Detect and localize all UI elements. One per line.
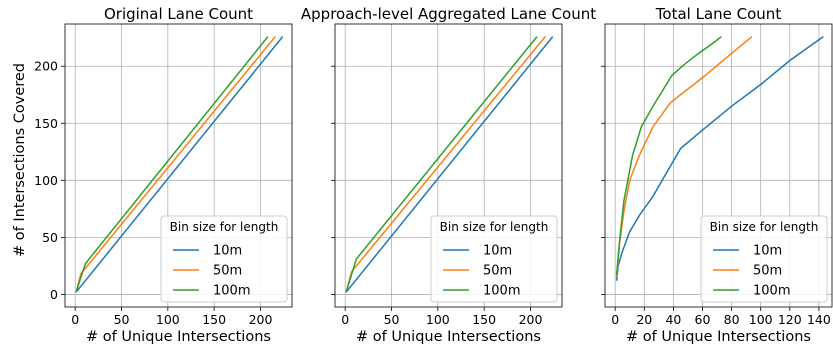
legend-label-10m: 10m: [753, 244, 782, 259]
x-tick-label: 0: [341, 312, 349, 327]
legend-label-50m: 50m: [753, 264, 782, 279]
legend: Bin size for length 10m 50m 100m: [160, 215, 288, 303]
panel-title: Original Lane Count: [104, 5, 253, 23]
x-tick-label: 40: [665, 312, 681, 327]
y-tick-label: 150: [34, 116, 58, 131]
series-line-100m: [75, 36, 269, 293]
axes-frame: [604, 23, 833, 308]
chart-panel-3: 0 20 40 60 80 100 120 140 Total Lane Count # of U…: [601, 5, 833, 344]
x-tick-label: 60: [695, 312, 711, 327]
series-line-100m: [615, 36, 722, 276]
x-axis-label: # of Unique Intersections: [626, 329, 811, 344]
x-axis-label: # of Unique Intersections: [356, 329, 541, 344]
chart-panel-1: 0 50 100 150 200 0 50 100 150 200 Original Lane Co…: [34, 5, 293, 344]
legend-title: Bin size for length: [440, 220, 549, 234]
legend-label-100m: 100m: [213, 284, 250, 299]
y-axis-label: # of Intersections Covered: [12, 63, 28, 257]
x-tick-label: 100: [156, 312, 180, 327]
legend: Bin size for length 10m 50m 100m: [430, 215, 558, 303]
series-line-10m: [75, 36, 284, 293]
legend-label-100m: 100m: [483, 284, 520, 299]
y-tick-label: 0: [50, 287, 58, 302]
x-axis-label: # of Unique Intersections: [86, 329, 271, 344]
series-line-10m: [615, 35, 824, 281]
y-tick-label: 100: [34, 173, 58, 188]
legend-label-50m: 50m: [483, 264, 512, 279]
x-tick-label: 150: [472, 312, 496, 327]
series-line-10m: [345, 36, 554, 293]
x-tick-label: 150: [202, 312, 226, 327]
legend-label-50m: 50m: [213, 264, 242, 279]
panel-title: Approach-level Aggregated Lane Count: [301, 5, 596, 23]
x-tick-label: 50: [114, 312, 130, 327]
x-tick-label: 100: [749, 312, 773, 327]
x-tick-label: 80: [724, 312, 740, 327]
x-tick-label: 50: [384, 312, 400, 327]
x-tick-label: 100: [426, 312, 450, 327]
legend-title: Bin size for length: [170, 220, 279, 234]
legend-title: Bin size for length: [710, 220, 819, 234]
chart-panel-2: 0 50 100 150 200 Approach-level Aggregated La…: [301, 5, 596, 344]
legend: Bin size for length 10m 50m 100m: [700, 215, 828, 303]
x-tick-label: 200: [249, 312, 273, 327]
x-tick-label: 0: [611, 312, 619, 327]
y-tick-label: 50: [42, 230, 58, 245]
x-tick-label: 120: [778, 312, 802, 327]
panel-title: Total Lane Count: [655, 5, 782, 23]
x-tick-label: 0: [71, 312, 79, 327]
legend-box: [700, 215, 828, 303]
legend-label-10m: 10m: [213, 244, 242, 259]
legend-box: [430, 215, 558, 303]
legend-box: [160, 215, 288, 303]
x-tick-label: 200: [519, 312, 543, 327]
legend-label-100m: 100m: [753, 284, 790, 299]
legend-label-10m: 10m: [483, 244, 512, 259]
x-tick-label: 20: [636, 312, 652, 327]
series-line-50m: [615, 36, 753, 278]
axes-frame: [334, 23, 563, 308]
series-line-100m: [345, 36, 538, 293]
axes-frame: [64, 23, 293, 308]
y-tick-label: 200: [34, 59, 58, 74]
x-tick-label: 140: [807, 312, 831, 327]
